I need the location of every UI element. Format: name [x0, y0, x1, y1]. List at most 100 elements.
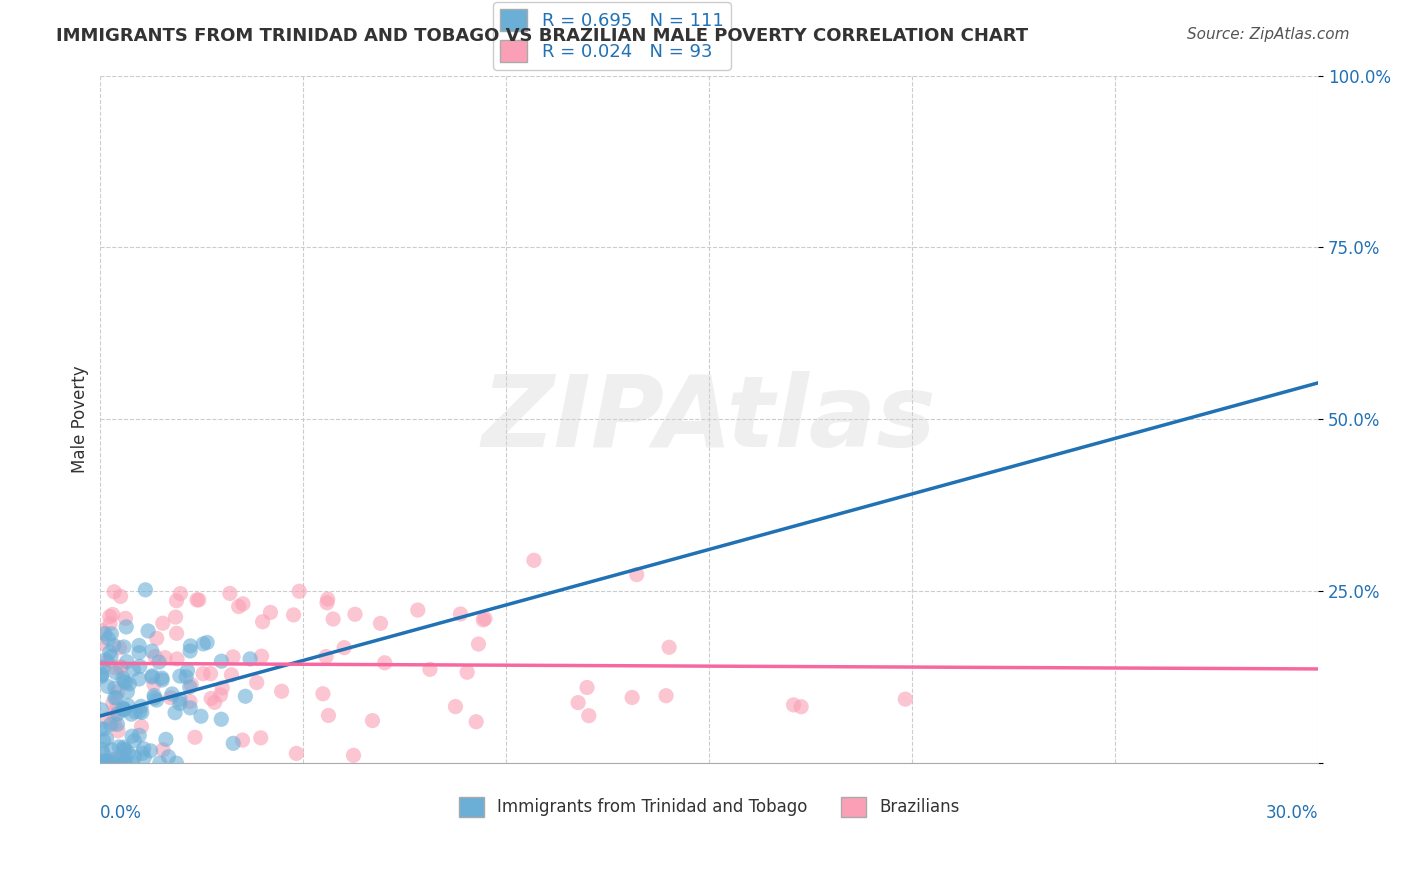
Point	[474, 611, 496, 625]
Point	[285, 747, 308, 761]
Point	[122, 662, 145, 676]
Point	[187, 593, 209, 607]
Text: Source: ZipAtlas.com: Source: ZipAtlas.com	[1187, 27, 1350, 42]
Point	[782, 698, 804, 712]
Point	[128, 705, 150, 719]
Point	[128, 639, 150, 653]
Point	[312, 687, 335, 701]
Point	[143, 691, 166, 706]
Point	[150, 671, 173, 685]
Point	[374, 656, 396, 670]
Point	[101, 753, 124, 767]
Point	[322, 612, 344, 626]
Point	[117, 747, 139, 761]
Point	[567, 696, 589, 710]
Point	[231, 733, 253, 747]
Point	[110, 659, 132, 673]
Point	[333, 640, 356, 655]
Point	[114, 743, 136, 757]
Point	[100, 627, 122, 641]
Point	[104, 751, 127, 765]
Y-axis label: Male Poverty: Male Poverty	[72, 366, 89, 473]
Point	[160, 687, 183, 701]
Point	[121, 729, 143, 743]
Point	[174, 670, 197, 684]
Point	[239, 652, 262, 666]
Point	[91, 624, 114, 638]
Point	[103, 584, 125, 599]
Point	[232, 597, 254, 611]
Point	[90, 667, 112, 681]
Point	[179, 644, 201, 658]
Point	[118, 677, 141, 691]
Point	[104, 665, 127, 680]
Point	[131, 706, 153, 720]
Point	[94, 626, 117, 640]
Point	[97, 680, 120, 694]
Point	[104, 660, 127, 674]
Point	[143, 689, 166, 703]
Point	[204, 695, 226, 709]
Point	[235, 690, 257, 704]
Point	[117, 698, 139, 713]
Point	[166, 626, 188, 640]
Point	[166, 652, 188, 666]
Point	[91, 742, 114, 756]
Point	[91, 747, 114, 761]
Point	[145, 632, 167, 646]
Point	[111, 672, 134, 686]
Point	[101, 696, 124, 710]
Point	[195, 635, 218, 649]
Point	[121, 756, 143, 771]
Point	[110, 752, 132, 766]
Point	[97, 756, 120, 771]
Point	[576, 681, 599, 695]
Point	[655, 689, 678, 703]
Point	[184, 731, 207, 745]
Point	[211, 681, 233, 695]
Point	[159, 690, 181, 705]
Point	[165, 610, 187, 624]
Point	[91, 756, 114, 771]
Point	[444, 699, 467, 714]
Point	[115, 655, 138, 669]
Point	[91, 660, 114, 674]
Point	[90, 667, 112, 681]
Point	[186, 592, 208, 607]
Point	[152, 616, 174, 631]
Point	[190, 709, 212, 723]
Point	[283, 607, 305, 622]
Point	[134, 582, 156, 597]
Point	[98, 616, 121, 631]
Point	[115, 620, 138, 634]
Point	[318, 708, 340, 723]
Point	[90, 756, 112, 771]
Point	[152, 743, 174, 757]
Point	[523, 553, 546, 567]
Point	[104, 690, 127, 705]
Point	[180, 678, 202, 692]
Point	[252, 615, 274, 629]
Point	[343, 607, 366, 622]
Point	[221, 667, 243, 681]
Point	[169, 669, 191, 683]
Point	[193, 637, 215, 651]
Point	[270, 684, 292, 698]
Point	[94, 756, 117, 771]
Point	[108, 640, 131, 655]
Point	[141, 670, 163, 684]
Point	[250, 649, 273, 664]
Point	[105, 690, 128, 705]
Point	[90, 670, 112, 684]
Point	[93, 756, 115, 771]
Point	[90, 722, 112, 736]
Point	[370, 616, 392, 631]
Point	[191, 666, 214, 681]
Point	[467, 637, 489, 651]
Point	[621, 690, 644, 705]
Point	[97, 632, 120, 646]
Point	[98, 645, 121, 659]
Point	[94, 754, 117, 768]
Point	[128, 659, 150, 673]
Point	[120, 707, 142, 722]
